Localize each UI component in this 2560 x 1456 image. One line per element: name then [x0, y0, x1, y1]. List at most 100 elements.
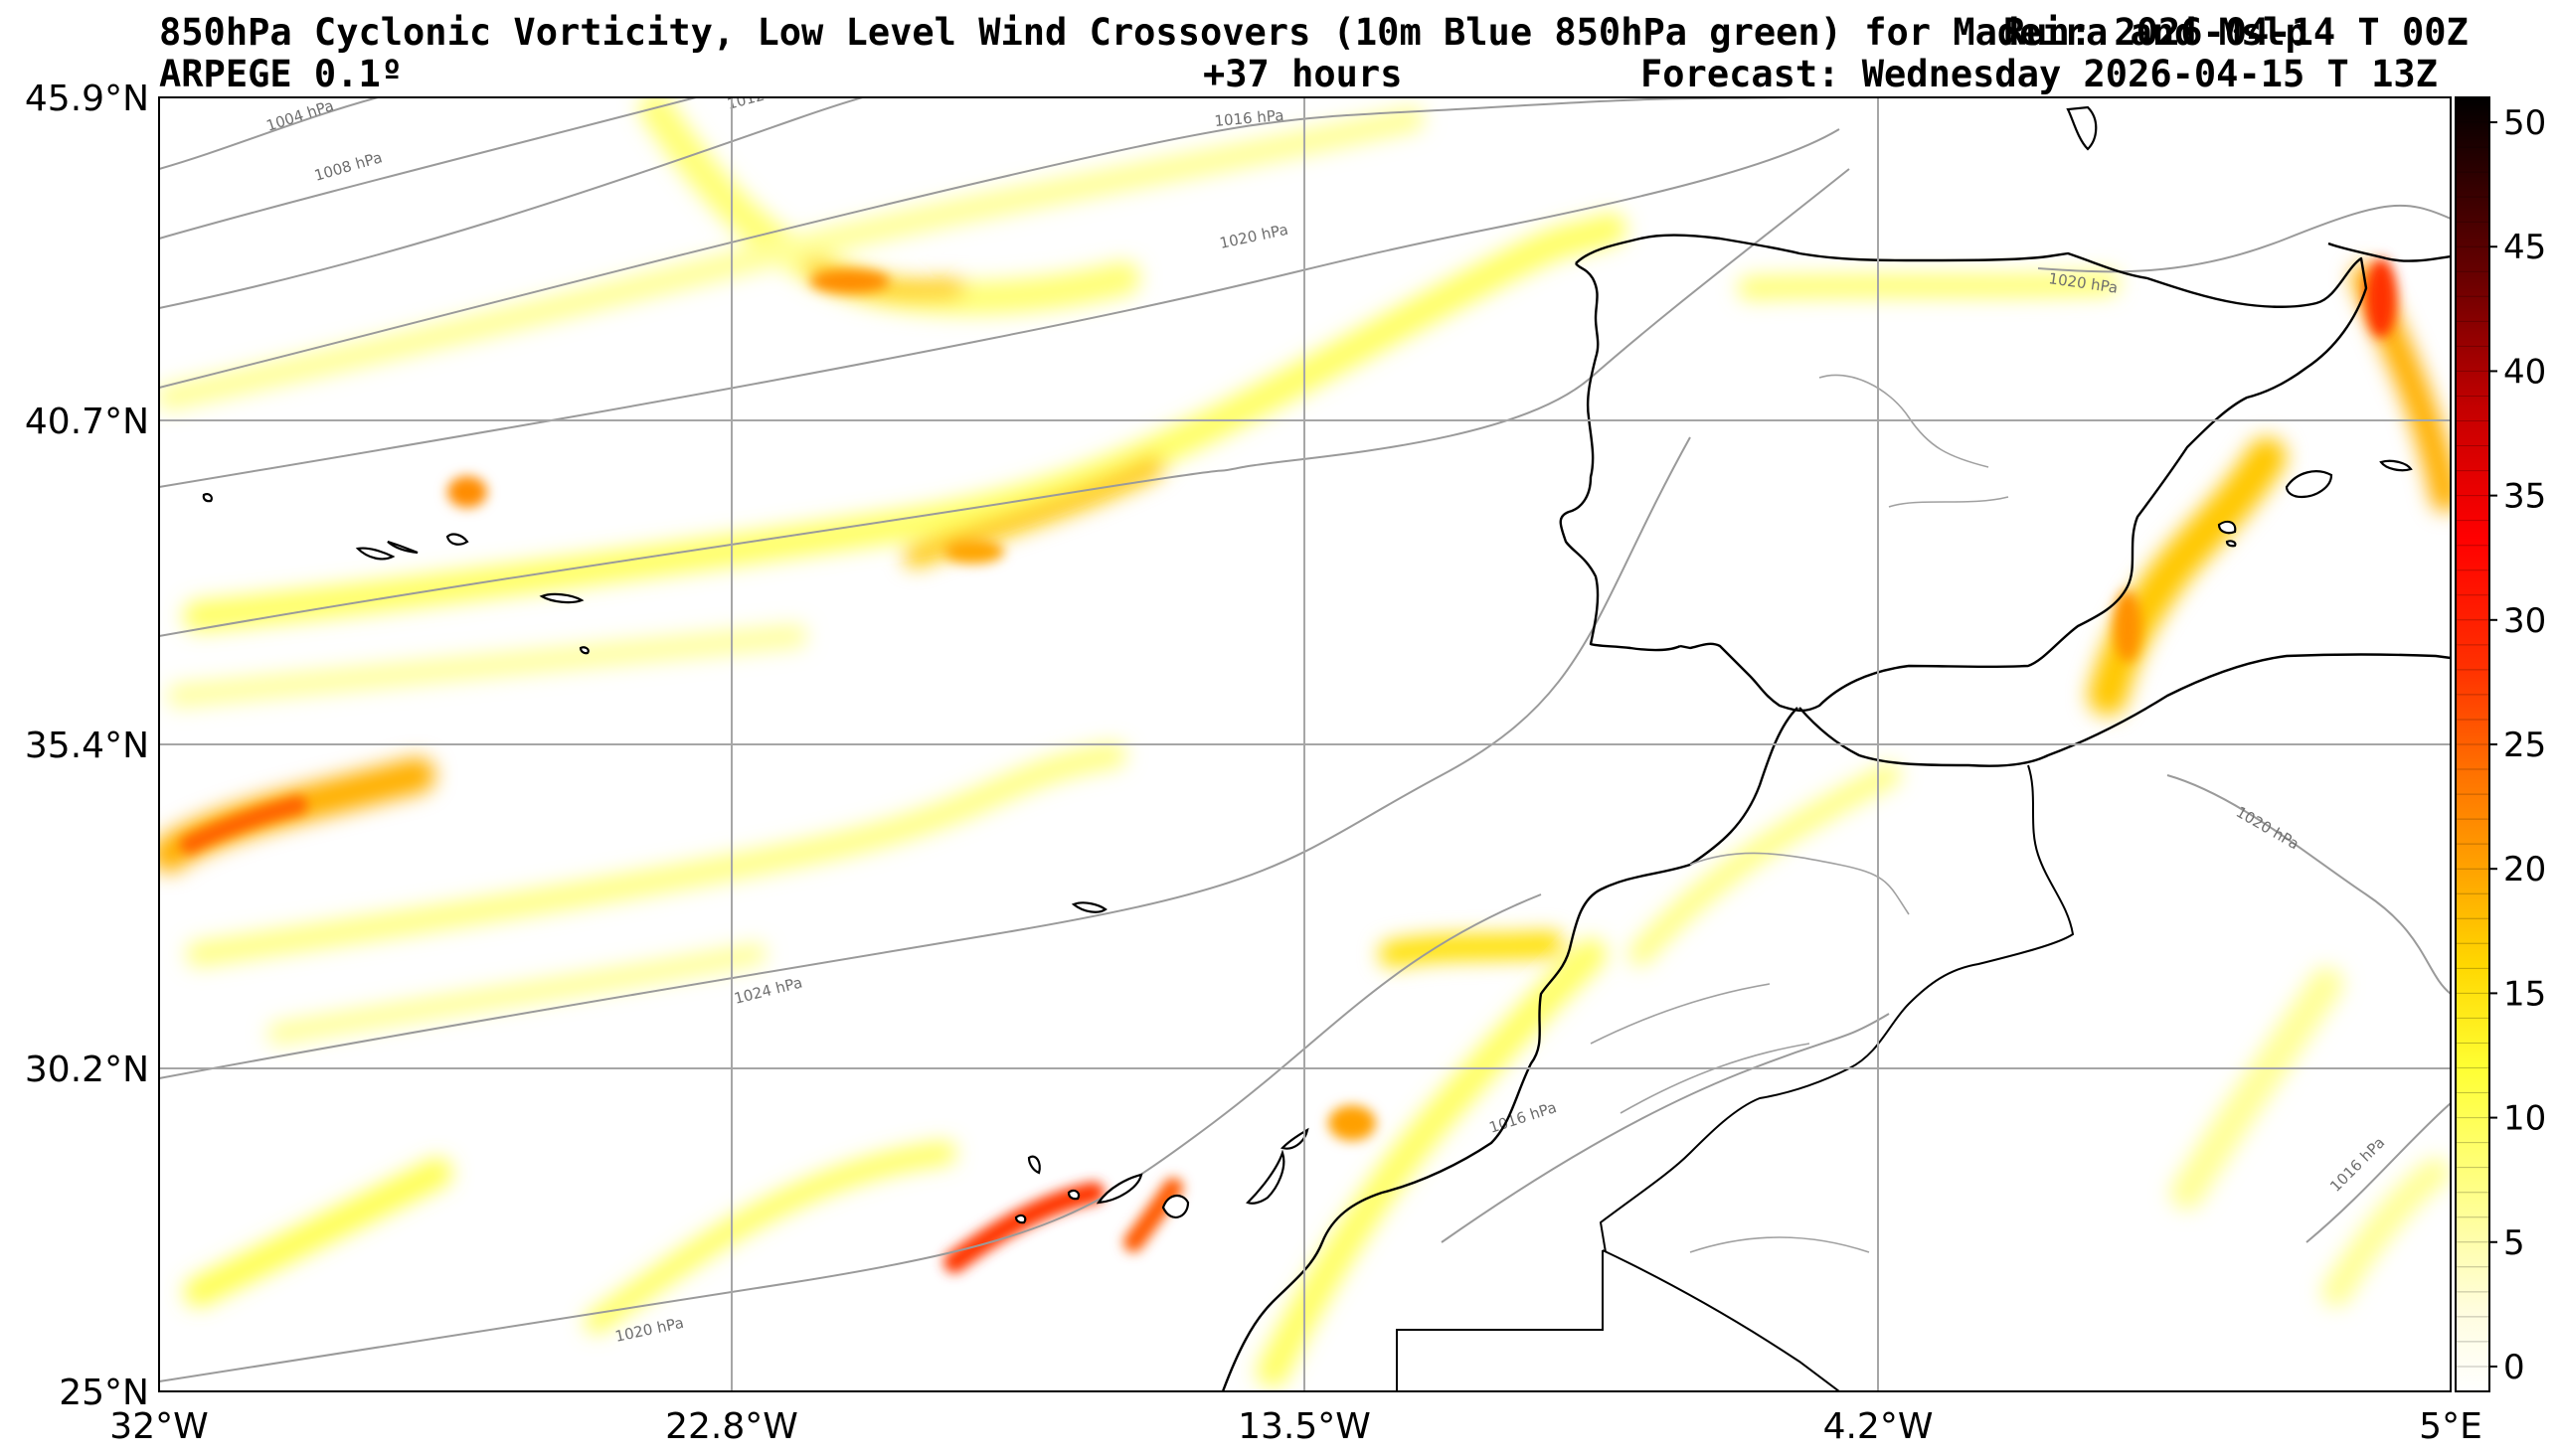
island-azores-pico [355, 547, 396, 561]
lat-tick-label: 45.9°N [25, 79, 149, 119]
colorbar-tick-label: 5 [2503, 1223, 2525, 1263]
colorbar-tick-label: 10 [2503, 1099, 2546, 1139]
map-frame [158, 96, 2452, 1392]
colorbar-gradient [2456, 97, 2489, 1391]
isobar-1004 [159, 97, 379, 170]
lat-tick-label: 35.4°N [25, 726, 149, 766]
isobar-1016-south [1441, 1013, 1890, 1243]
vorticity-band [159, 106, 1425, 410]
coastline-north-africa [1798, 653, 2451, 767]
coastline-iberia [1575, 234, 2368, 713]
vorticity-band [267, 943, 767, 1045]
isobar-1020-north [159, 128, 1840, 488]
terrain-contour [1689, 852, 1910, 915]
vorticity-band [183, 213, 1626, 632]
island-azores-sao-miguel [539, 592, 585, 604]
vorticity-max [810, 269, 890, 293]
map-title: 850hPa Cyclonic Vorticity, Low Level Win… [159, 11, 2307, 54]
colorbar: 0 5 10 15 20 25 30 35 40 45 50 [2455, 96, 2546, 1392]
lon-tick-label: 22.8°W [665, 1406, 798, 1447]
vorticity-band [167, 624, 807, 708]
colorbar-level-lines [2456, 121, 2489, 1368]
island-azores-terceira [445, 533, 469, 546]
isobar-1008 [159, 97, 697, 240]
vorticity-max [447, 476, 487, 508]
vorticity-band [184, 1158, 452, 1307]
colorbar-tick-label: 0 [2503, 1348, 2525, 1387]
island-azores-santa-maria [579, 646, 590, 655]
vorticity-band [585, 1141, 956, 1334]
border-mauritania [1602, 1249, 1840, 1391]
island-azores-flores [202, 493, 213, 503]
vorticity-band [186, 742, 1126, 967]
vorticity-max [944, 540, 1004, 564]
coastline-morocco-atlantic [1221, 707, 1798, 1391]
colorbar-tick-label: 40 [2503, 352, 2546, 392]
island-azores-sao-jorge [387, 540, 419, 555]
terrain-contour [1888, 496, 2009, 508]
island-balearic-formentera [2225, 540, 2237, 548]
gridlines [159, 97, 2451, 1391]
terrain-contour [1689, 1236, 1870, 1253]
isobars [159, 97, 2451, 1382]
island-canary-fuerteventura [1246, 1149, 1285, 1205]
lead-time-label: +37 hours [1203, 53, 1403, 95]
vorticity-max [180, 796, 307, 854]
colorbar-tick-label: 50 [2503, 103, 2546, 143]
lat-axis: 45.9°N 40.7°N 35.4°N 30.2°N 25°N [25, 79, 149, 1413]
vorticity-max [2365, 258, 2397, 338]
island-canary-hierro [1014, 1213, 1027, 1224]
lat-tick-label: 30.2°N [25, 1050, 149, 1090]
lat-tick-label: 25°N [59, 1373, 149, 1413]
coastline-sardinia [2327, 242, 2451, 262]
vorticity-band [1379, 931, 1564, 967]
colorbar-tick-label: 25 [2503, 726, 2546, 765]
island-balearic-ibiza [2217, 520, 2237, 535]
island-canary-lanzarote [1280, 1127, 1309, 1150]
vorticity-max [2114, 590, 2141, 662]
island-corsica-tip [2066, 105, 2098, 151]
lon-tick-label: 13.5°W [1238, 1406, 1371, 1447]
land-borders [1396, 764, 2075, 1391]
lon-tick-label: 32°W [109, 1406, 208, 1447]
island-canary-la-palma [1027, 1155, 1041, 1175]
vorticity-max [1123, 1178, 1183, 1252]
vorticity-band [2088, 437, 2287, 716]
island-balearic-mallorca [2285, 470, 2333, 499]
coastlines [1221, 234, 2451, 1391]
colorbar-tick-label: 35 [2503, 477, 2546, 517]
isobar-1016-east [2305, 1102, 2451, 1243]
vorticity-max [1328, 1105, 1376, 1141]
isobar-1020-iberia [2037, 204, 2451, 273]
vorticity-band [2321, 1158, 2451, 1307]
isobar-1024-south [159, 436, 1691, 1079]
vorticity-band [1257, 938, 1607, 1387]
vorticity-band [1738, 271, 2120, 300]
island-canary-gran-canaria [1161, 1195, 1190, 1218]
lon-tick-label: 4.2°W [1823, 1406, 1934, 1447]
terrain-contours [1590, 374, 2009, 1253]
islands [202, 105, 2413, 1224]
map-panel: 1004 hPa 1008 hPa 1012 hPa 1016 hPa 1020… [158, 96, 2452, 1392]
coastline-portugal [1559, 262, 1681, 652]
lat-tick-label: 40.7°N [25, 402, 149, 442]
island-canary-tenerife [1096, 1173, 1143, 1205]
island-canary-gomera [1067, 1189, 1081, 1201]
lon-tick-label: 5°E [2419, 1406, 2482, 1447]
colorbar-tick-label: 15 [2503, 974, 2546, 1014]
isobar-1012 [159, 97, 995, 309]
island-balearic-menorca [2379, 459, 2413, 472]
terrain-contour [1818, 374, 1989, 468]
isobar-1020-east [2166, 774, 2451, 995]
colorbar-tick-label: 30 [2503, 601, 2546, 641]
forecast-label: Forecast: Wednesday 2026-04-15 T 13Z [1640, 53, 2438, 95]
colorbar-ticks: 0 5 10 15 20 25 30 35 40 45 50 [2489, 103, 2546, 1387]
border-western-sahara [1396, 1250, 1604, 1391]
isobar-1020-south [159, 893, 1542, 1382]
model-label: ARPEGE 0.1º [159, 53, 404, 95]
isobar-1016 [159, 97, 1791, 389]
lon-axis: 32°W 22.8°W 13.5°W 4.2°W 5°E [109, 1406, 2482, 1447]
colorbar-tick-label: 20 [2503, 850, 2546, 890]
colorbar-tick-label: 45 [2503, 228, 2546, 267]
